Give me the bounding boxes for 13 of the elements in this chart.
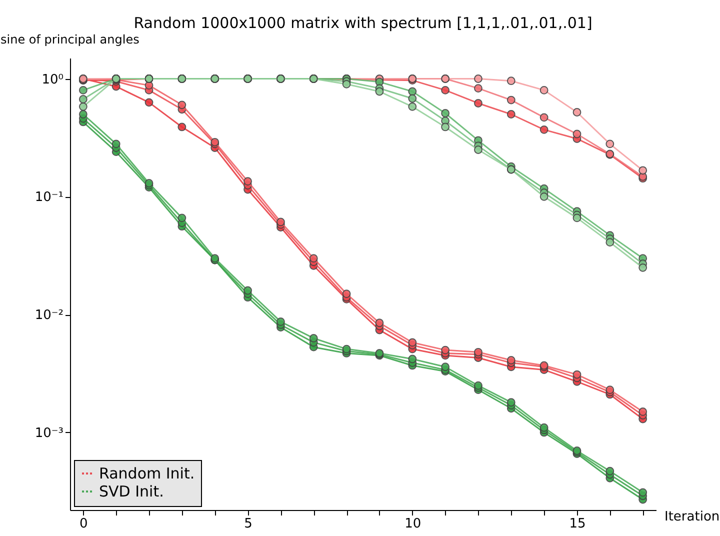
y-tick-label: 10⁻¹: [34, 190, 64, 206]
x-tick-label: 0: [80, 516, 88, 532]
x-tick-label: 10: [404, 516, 422, 532]
x-tick-label: 15: [569, 516, 586, 532]
y-tick-label: 10⁰: [42, 72, 64, 88]
x-axis-title: Iteration: [664, 510, 720, 524]
y-tick-label: 10⁻²: [34, 308, 64, 324]
x-tick-label: 5: [244, 516, 252, 532]
legend-label: SVD Init.: [99, 482, 164, 500]
y-axis-title: sine of principal angles: [0, 32, 140, 46]
legend-label: Random Init.: [99, 464, 195, 482]
chart-title: Random 1000x1000 matrix with spectrum [1,1,1,.01,.01,.01]: [134, 14, 592, 32]
y-tick-label: 10⁻³: [34, 426, 64, 441]
